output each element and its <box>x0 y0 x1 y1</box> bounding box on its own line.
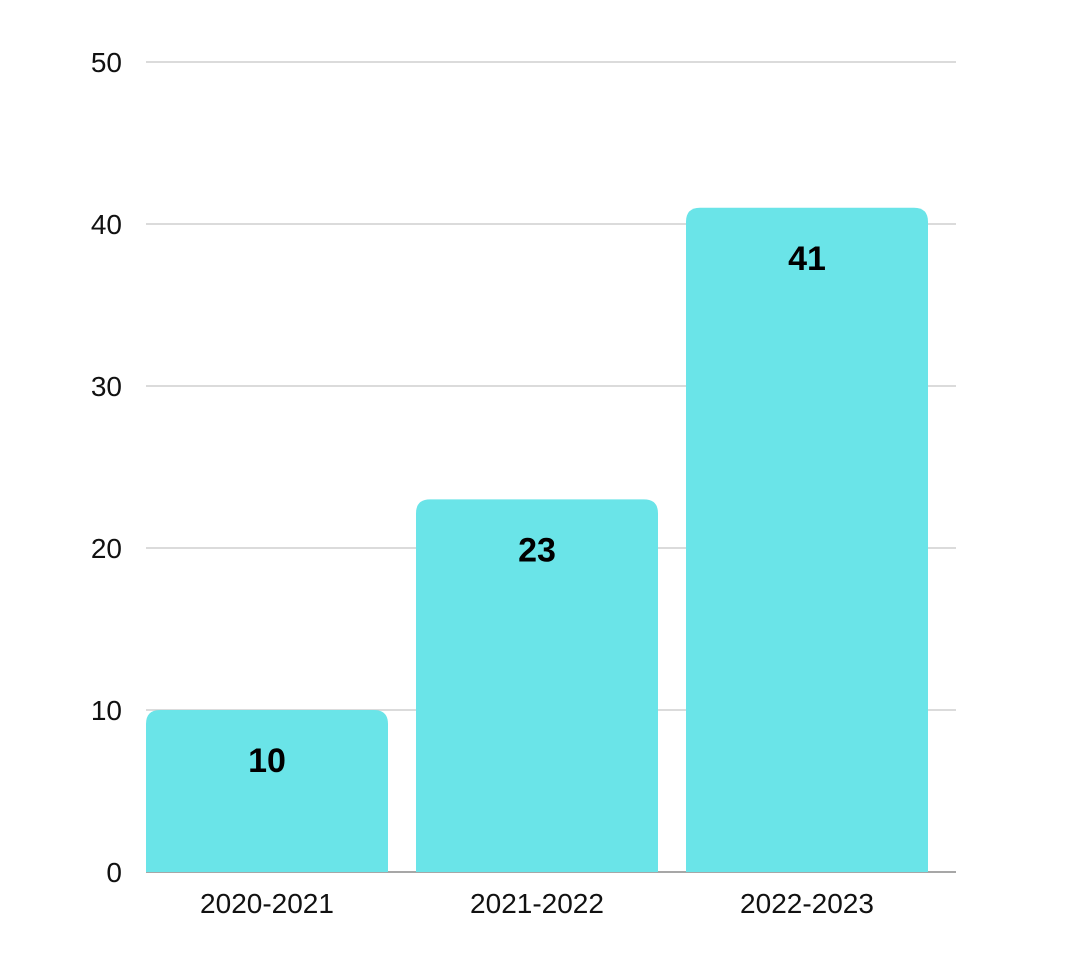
data-labels: 10 23 41 <box>248 240 826 780</box>
y-tick-label: 40 <box>91 209 122 240</box>
x-tick-label: 2021-2022 <box>470 888 604 919</box>
y-tick-label: 50 <box>91 47 122 78</box>
bars <box>146 207 928 873</box>
x-axis-ticks: 2020-2021 2021-2022 2022-2023 <box>200 888 874 919</box>
bar-2022-2023 <box>686 207 928 873</box>
x-tick-label: 2020-2021 <box>200 888 334 919</box>
y-tick-label: 30 <box>91 371 122 402</box>
data-label: 23 <box>518 531 556 569</box>
bar-2020-2021 <box>146 710 388 872</box>
data-label: 41 <box>788 240 826 278</box>
y-tick-label: 20 <box>91 533 122 564</box>
x-tick-label: 2022-2023 <box>740 888 874 919</box>
y-tick-label: 10 <box>91 695 122 726</box>
data-label: 10 <box>248 742 286 780</box>
y-axis-ticks: 0 10 20 30 40 50 <box>91 47 122 888</box>
y-tick-label: 0 <box>106 857 122 888</box>
bar-2021-2022 <box>416 499 658 872</box>
